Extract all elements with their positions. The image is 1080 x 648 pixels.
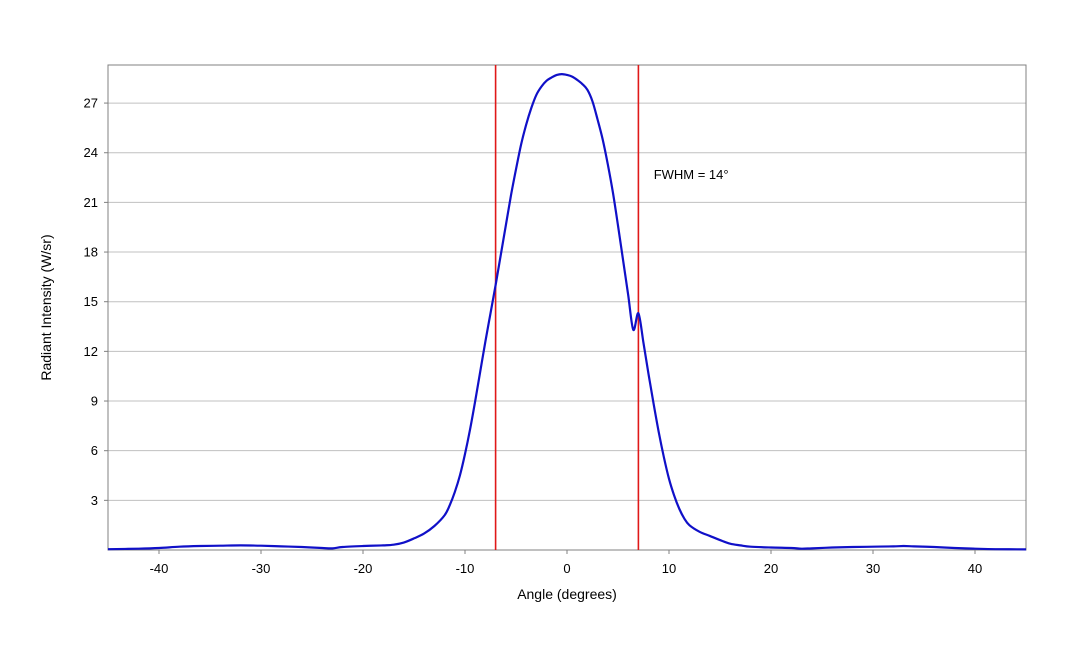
fwhm-markers [494, 65, 640, 550]
x-tick-label: 30 [866, 561, 880, 576]
y-tick-label: 9 [91, 394, 98, 409]
fwhm-annotation: FWHM = 14° [654, 167, 729, 182]
x-tick-label: -30 [252, 561, 271, 576]
x-tick-label: -40 [150, 561, 169, 576]
x-axis-label: Angle (degrees) [517, 586, 617, 602]
x-tick-label: 0 [563, 561, 570, 576]
x-axis-ticks: -40 -30 -20 -10 0 10 20 30 40 [150, 550, 982, 576]
y-tick-label: 18 [84, 245, 98, 260]
y-tick-label: 15 [84, 294, 98, 309]
x-tick-label: -10 [456, 561, 475, 576]
intensity-curve [107, 73, 1027, 551]
x-tick-label: 10 [662, 561, 676, 576]
x-tick-label: 20 [764, 561, 778, 576]
y-tick-label: 27 [84, 96, 98, 111]
y-tick-label: 21 [84, 195, 98, 210]
y-axis-ticks: 3 6 9 12 15 18 21 24 27 [84, 96, 108, 508]
y-tick-label: 24 [84, 145, 98, 160]
y-tick-label: 3 [91, 493, 98, 508]
x-tick-label: -20 [354, 561, 373, 576]
y-tick-label: 6 [91, 443, 98, 458]
y-axis-label: Radiant Intensity (W/sr) [38, 234, 54, 380]
x-tick-label: 40 [968, 561, 982, 576]
y-tick-label: 12 [84, 344, 98, 359]
